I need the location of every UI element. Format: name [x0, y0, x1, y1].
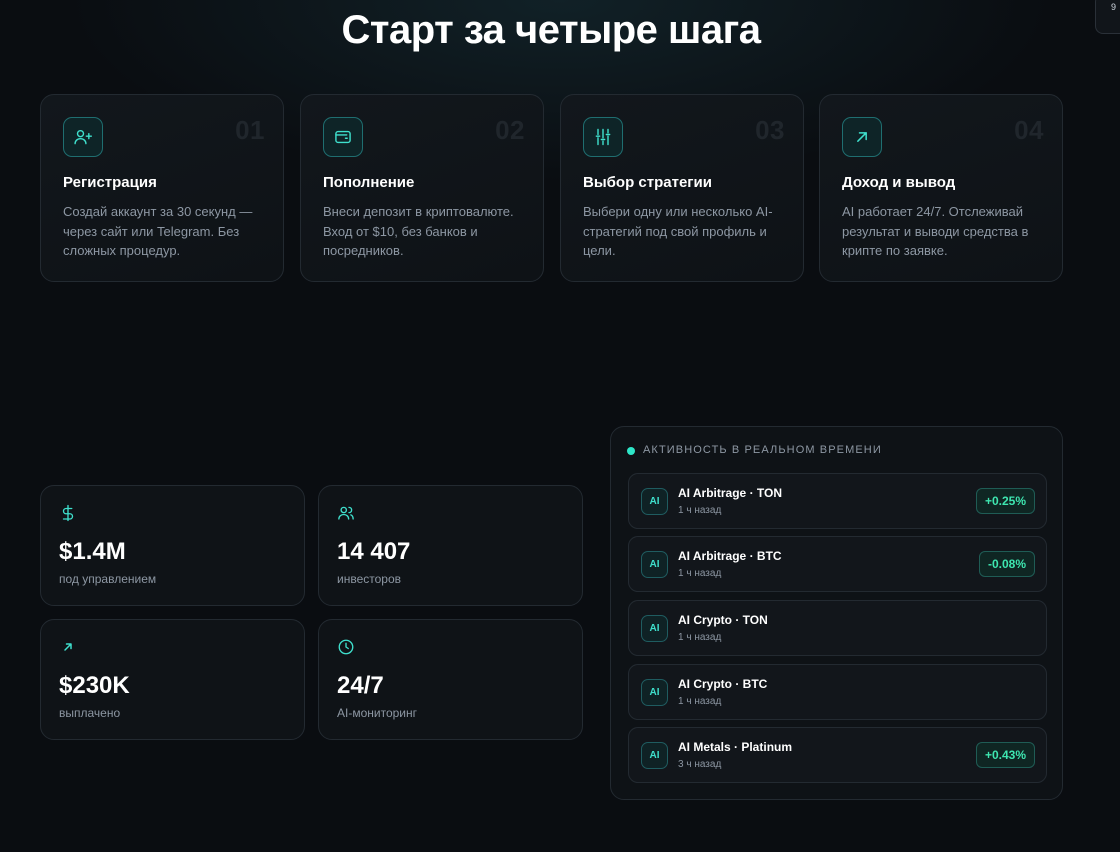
stat-value: $1.4M [59, 538, 126, 565]
live-indicator-dot [627, 447, 635, 455]
activity-name: AI Arbitrage · TON [678, 486, 783, 500]
floating-chip-text: 9 [1111, 2, 1117, 12]
activity-change-badge: -0.08% [978, 551, 1035, 577]
ai-badge: AI [641, 551, 668, 578]
activity-time: 3 ч назад [678, 759, 722, 770]
activity-change-badge: +0.25% [975, 488, 1035, 514]
step-description: AI работает 24/7. Отслеживай результат и… [842, 204, 1029, 258]
step-title: Регистрация [63, 174, 157, 191]
stat-value: 14 407 [337, 538, 411, 565]
activity-item[interactable]: AI AI Crypto · BTC 1 ч назад [628, 664, 1047, 720]
activity-item[interactable]: AI AI Crypto · TON 1 ч назад [628, 600, 1047, 656]
step-card-deposit: 02 Пополнение Внеси депозит в криптовалю… [300, 94, 544, 282]
activity-item[interactable]: AI AI Metals · Platinum 3 ч назад +0.43% [628, 727, 1047, 783]
realtime-activity-panel: АКТИВНОСТЬ В РЕАЛЬНОМ ВРЕМЕНИ AI AI Arbi… [610, 426, 1063, 800]
stat-label: под управлением [59, 572, 157, 586]
step-description: Выбери одну или несколько AI-стратегий п… [583, 204, 773, 258]
activity-time: 1 ч назад [678, 632, 722, 643]
arrow-up-right-icon [842, 117, 882, 157]
activity-name: AI Crypto · TON [678, 613, 768, 627]
activity-item[interactable]: AI AI Arbitrage · BTC 1 ч назад -0.08% [628, 536, 1047, 592]
ai-badge: AI [641, 679, 668, 706]
ai-badge: AI [641, 488, 668, 515]
activity-change-badge: +0.43% [975, 742, 1035, 768]
step-description: Создай аккаунт за 30 секунд — через сайт… [63, 204, 253, 258]
wallet-icon [323, 117, 363, 157]
page-title: Старт за четыре шага [341, 8, 761, 52]
sliders-icon [583, 117, 623, 157]
activity-name: AI Metals · Platinum [678, 740, 793, 754]
ai-badge: AI [641, 742, 668, 769]
step-number: 01 [235, 115, 265, 145]
stat-value: 24/7 [337, 672, 384, 699]
step-title: Выбор стратегии [583, 174, 712, 191]
stat-label: выплачено [59, 706, 121, 720]
ai-badge: AI [641, 615, 668, 642]
activity-time: 1 ч назад [678, 505, 722, 516]
floating-chip[interactable]: 9 [1095, 0, 1120, 34]
stat-card-investors: 14 407 инвесторов [318, 485, 583, 606]
clock-icon [337, 638, 355, 656]
activity-time: 1 ч назад [678, 696, 722, 707]
step-title: Доход и вывод [842, 174, 956, 191]
stat-card-paid-out: $230K выплачено [40, 619, 305, 740]
stat-value: $230K [59, 672, 130, 699]
step-number: 02 [495, 115, 525, 145]
step-card-strategy: 03 Выбор стратегии Выбери одну или неско… [560, 94, 804, 282]
activity-time: 1 ч назад [678, 568, 722, 579]
activity-name: AI Arbitrage · BTC [678, 549, 782, 563]
stat-label: инвесторов [337, 572, 402, 586]
user-plus-icon [63, 117, 103, 157]
step-number: 03 [755, 115, 785, 145]
users-icon [337, 504, 355, 522]
activity-name: AI Crypto · BTC [678, 677, 768, 691]
step-card-income: 04 Доход и вывод AI работает 24/7. Отсле… [819, 94, 1063, 282]
step-number: 04 [1014, 115, 1044, 145]
stat-card-aum: $1.4M под управлением [40, 485, 305, 606]
activity-item[interactable]: AI AI Arbitrage · TON 1 ч назад +0.25% [628, 473, 1047, 529]
stat-label: AI-мониторинг [337, 706, 418, 720]
step-card-registration: 01 Регистрация Создай аккаунт за 30 секу… [40, 94, 284, 282]
activity-heading: АКТИВНОСТЬ В РЕАЛЬНОМ ВРЕМЕНИ [643, 444, 882, 456]
arrow-up-right-icon [59, 638, 77, 656]
step-description: Внеси депозит в криптовалюте. Вход от $1… [323, 204, 514, 258]
step-title: Пополнение [323, 174, 415, 191]
stat-card-monitoring: 24/7 AI-мониторинг [318, 619, 583, 740]
dollar-icon [59, 504, 77, 522]
